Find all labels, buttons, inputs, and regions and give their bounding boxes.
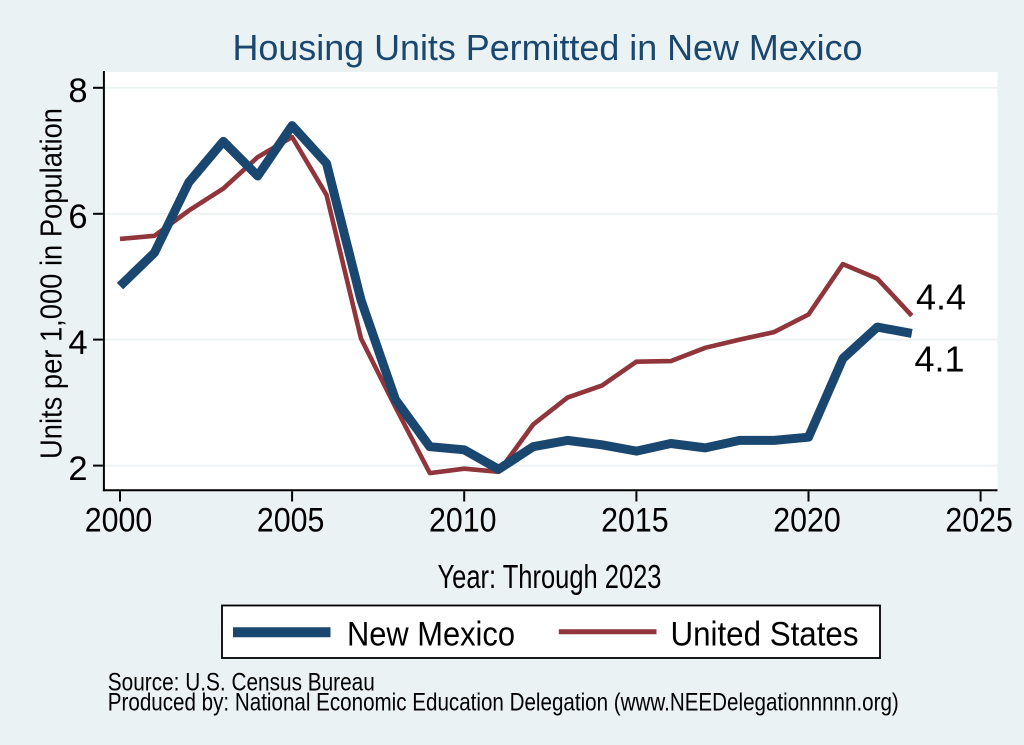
svg-text:4.4: 4.4	[916, 277, 966, 318]
svg-text:United States: United States	[671, 615, 859, 653]
svg-text:4: 4	[68, 324, 87, 362]
svg-text:2000: 2000	[85, 502, 153, 540]
svg-text:Source: U.S. Census Bureau: Source: U.S. Census Bureau	[108, 669, 375, 697]
svg-text:2020: 2020	[773, 502, 841, 540]
svg-text:6: 6	[68, 198, 87, 236]
svg-text:8: 8	[68, 72, 87, 110]
svg-text:Housing Units Permitted in New: Housing Units Permitted in New Mexico	[233, 27, 863, 68]
svg-text:New Mexico: New Mexico	[347, 615, 515, 653]
svg-text:4.1: 4.1	[915, 338, 965, 379]
svg-text:2025: 2025	[945, 502, 1013, 540]
svg-text:2: 2	[68, 450, 87, 488]
svg-text:2005: 2005	[257, 502, 325, 540]
svg-text:2015: 2015	[601, 502, 669, 540]
svg-text:Units per 1,000 in Population: Units per 1,000 in Population	[34, 108, 69, 459]
svg-text:Produced by: National Economic: Produced by: National Economic Education…	[108, 689, 899, 717]
svg-text:2010: 2010	[429, 502, 497, 540]
svg-text:Year: Through 2023: Year: Through 2023	[438, 558, 662, 595]
